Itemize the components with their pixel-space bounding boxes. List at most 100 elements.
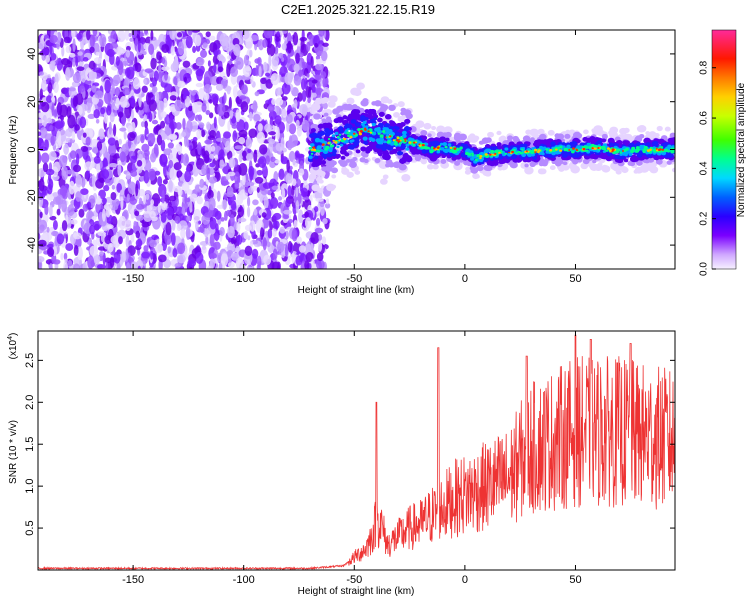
ridge-blob (463, 160, 470, 166)
noise-blob (67, 260, 73, 267)
noise-blob (182, 94, 187, 100)
noise-blob (203, 150, 210, 164)
noise-blob (117, 163, 122, 177)
noise-blob (300, 37, 305, 51)
noise-blob (176, 254, 186, 264)
noise-blob (271, 98, 276, 106)
noise-blob (295, 200, 300, 214)
noise-blob (38, 248, 43, 255)
noise-blob (320, 204, 325, 216)
noise-blob (47, 81, 53, 94)
noise-blob (71, 131, 76, 141)
noise-blob (288, 218, 294, 224)
noise-blob (67, 204, 75, 216)
ridge-blob (626, 134, 633, 139)
noise-blob (251, 229, 256, 240)
ridge-blob (398, 163, 407, 171)
noise-blob (260, 77, 267, 85)
ridge-blob (386, 99, 393, 104)
ridge-blob (445, 137, 450, 142)
ridge-blob (384, 114, 392, 120)
ridge-blob (570, 165, 580, 174)
noise-blob (65, 67, 71, 81)
noise-blob (234, 180, 240, 190)
ridge-blob (487, 131, 494, 138)
noise-blob (56, 39, 60, 50)
noise-blob (127, 132, 136, 142)
noise-blob (203, 212, 213, 218)
noise-blob (322, 218, 328, 225)
noise-blob (116, 261, 121, 269)
noise-blob (226, 186, 234, 196)
ridge-blob (432, 164, 439, 170)
noise-blob (296, 127, 302, 137)
noise-blob (242, 156, 247, 161)
ridge-blob (538, 139, 546, 146)
noise-blob (324, 202, 331, 209)
noise-blob (227, 261, 235, 268)
ridge-blob (566, 152, 572, 156)
noise-blob (291, 252, 295, 264)
noise-blob (217, 103, 226, 117)
noise-blob (118, 236, 123, 245)
ridge-blob (349, 158, 355, 164)
ridge-blob (666, 160, 672, 165)
ridge-blob (532, 155, 538, 160)
noise-blob (208, 176, 217, 184)
ridge-blob (379, 112, 385, 117)
ridge-blob (311, 184, 320, 192)
noise-blob (161, 57, 166, 64)
noise-blob (238, 137, 246, 145)
noise-blob (68, 87, 76, 92)
noise-blob (301, 89, 307, 102)
noise-blob (38, 256, 45, 263)
noise-blob (209, 252, 217, 259)
noise-blob (306, 129, 310, 138)
noise-blob (260, 195, 267, 201)
ridge-blob (383, 124, 388, 128)
ridge-blob (382, 174, 389, 180)
figure-title: C2E1.2025.321.22.15.R19 (281, 2, 435, 17)
noise-blob (149, 239, 157, 248)
ridge-blob (645, 131, 651, 136)
noise-blob (212, 63, 217, 74)
noise-blob (258, 156, 267, 168)
ridge-blob (600, 151, 608, 158)
noise-blob (80, 70, 86, 83)
ridge-blob (318, 179, 324, 184)
noise-blob (263, 30, 273, 39)
noise-blob (76, 33, 82, 40)
noise-blob (325, 198, 330, 205)
noise-blob (46, 243, 55, 249)
ridge-blob (393, 125, 398, 129)
ridge-blob (420, 130, 428, 136)
noise-blob (109, 111, 115, 123)
noise-blob (88, 128, 94, 140)
noise-blob (143, 170, 150, 184)
noise-blob (217, 53, 224, 61)
ridge-blob (484, 171, 492, 177)
noise-blob (91, 215, 97, 221)
noise-blob (240, 264, 246, 269)
noise-blob (295, 151, 299, 158)
noise-blob (196, 57, 205, 66)
noise-blob (256, 186, 260, 193)
noise-blob (248, 165, 255, 178)
noise-blob (123, 131, 127, 140)
noise-blob (208, 185, 212, 196)
noise-blob (166, 30, 170, 36)
noise-blob (208, 197, 216, 211)
noise-blob (92, 146, 99, 154)
noise-blob (106, 224, 114, 229)
noise-blob (140, 121, 145, 128)
ridge-blob (649, 166, 659, 174)
ridge-blob (352, 88, 362, 97)
noise-blob (99, 250, 104, 257)
noise-blob (84, 79, 92, 85)
noise-blob (141, 251, 151, 259)
noise-blob (111, 184, 116, 190)
ridge-blob (426, 163, 434, 170)
noise-blob (65, 128, 74, 137)
ridge-blob (361, 124, 365, 127)
